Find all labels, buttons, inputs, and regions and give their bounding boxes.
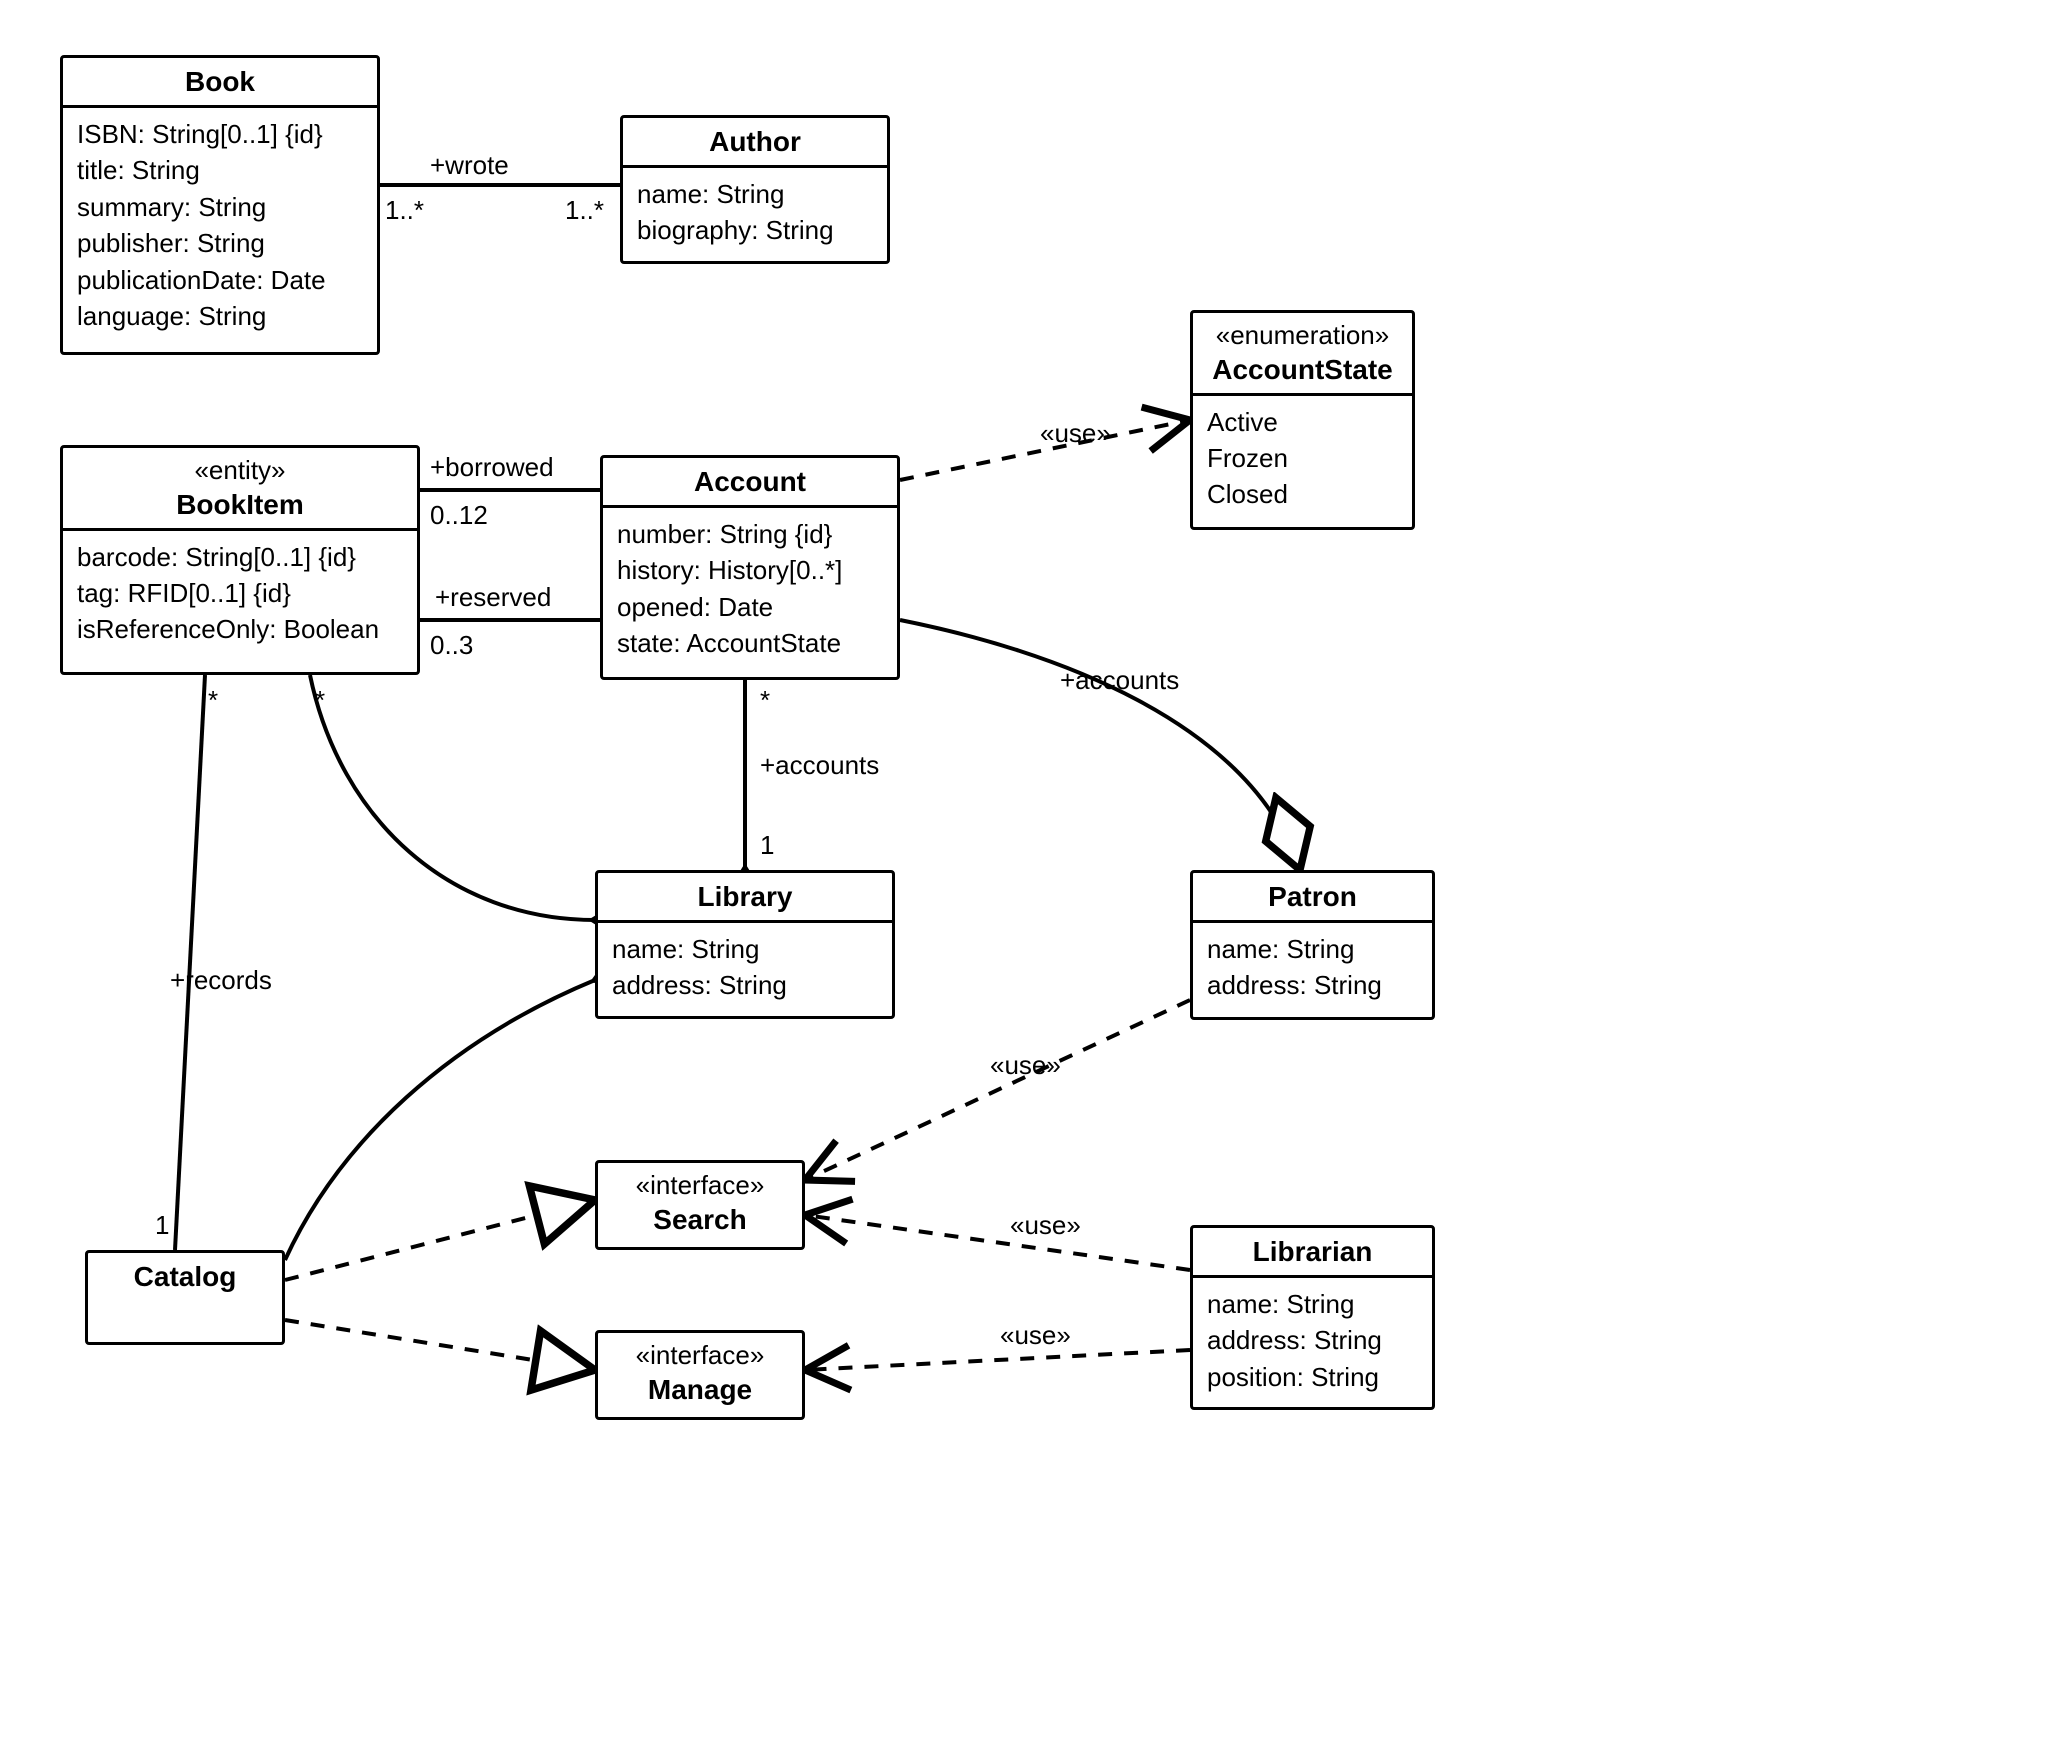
class-catalog: Catalog (85, 1250, 285, 1345)
class-name-catalog: Catalog (134, 1261, 237, 1292)
class-library: Library name: Stringaddress: String (595, 870, 895, 1019)
attr-accountstate-0: Active (1207, 404, 1398, 440)
attr-book-3: publisher: String (77, 225, 363, 261)
class-attrs-patron: name: Stringaddress: String (1193, 923, 1432, 1016)
class-name-patron: Patron (1268, 881, 1357, 912)
stereotype-accountstate: «enumeration» (1203, 319, 1402, 352)
class-search: «interface»Search (595, 1160, 805, 1250)
class-name-accountstate: AccountState (1212, 354, 1392, 385)
class-title-author: Author (623, 118, 887, 168)
edge-librarian-search (805, 1215, 1190, 1270)
attr-librarian-1: address: String (1207, 1322, 1418, 1358)
class-bookitem: «entity»BookItembarcode: String[0..1] {i… (60, 445, 420, 675)
edge-label-bookitem-account-reserved-1: 0..3 (430, 630, 473, 661)
class-name-library: Library (698, 881, 793, 912)
class-name-author: Author (709, 126, 801, 157)
edge-bookitem-library (310, 675, 595, 920)
class-title-library: Library (598, 873, 892, 923)
class-name-manage: Manage (648, 1374, 752, 1405)
class-attrs-account: number: String {id}history: History[0..*… (603, 508, 897, 674)
edge-label-bookitem-catalog-2: 1 (155, 1210, 169, 1241)
stereotype-search: «interface» (608, 1169, 792, 1202)
edge-label-librarian-manage-0: «use» (1000, 1320, 1071, 1351)
attr-bookitem-1: tag: RFID[0..1] {id} (77, 575, 403, 611)
edge-label-book-author-1: 1..* (385, 195, 424, 226)
attr-book-1: title: String (77, 152, 363, 188)
edge-patron-search (805, 1000, 1190, 1180)
attr-account-3: state: AccountState (617, 625, 883, 661)
attr-bookitem-2: isReferenceOnly: Boolean (77, 611, 403, 647)
edge-label-bookitem-catalog-0: * (208, 685, 218, 716)
edge-label-bookitem-account-borrowed-0: +borrowed (430, 452, 554, 483)
class-name-account: Account (694, 466, 806, 497)
class-attrs-book: ISBN: String[0..1] {id}title: Stringsumm… (63, 108, 377, 346)
edge-label-patron-search-0: «use» (990, 1050, 1061, 1081)
class-name-search: Search (653, 1204, 746, 1235)
class-author: Author name: Stringbiography: String (620, 115, 890, 264)
edge-label-account-accountstate-0: «use» (1040, 418, 1111, 449)
edge-library-catalog (285, 980, 595, 1260)
class-attrs-library: name: Stringaddress: String (598, 923, 892, 1016)
attr-author-0: name: String (637, 176, 873, 212)
edge-label-account-library-0: * (760, 685, 770, 716)
edge-label-librarian-search-0: «use» (1010, 1210, 1081, 1241)
class-title-librarian: Librarian (1193, 1228, 1432, 1278)
class-attrs-bookitem: barcode: String[0..1] {id}tag: RFID[0..1… (63, 531, 417, 660)
edge-label-bookitem-catalog-1: +records (170, 965, 272, 996)
attr-author-1: biography: String (637, 212, 873, 248)
class-title-book: Book (63, 58, 377, 108)
class-name-book: Book (185, 66, 255, 97)
edge-account-patron (900, 620, 1300, 870)
class-title-manage: «interface»Manage (598, 1333, 802, 1413)
edge-catalog-search (285, 1200, 595, 1280)
class-attrs-author: name: Stringbiography: String (623, 168, 887, 261)
edge-bookitem-catalog (175, 675, 205, 1250)
edge-label-bookitem-account-borrowed-1: 0..12 (430, 500, 488, 531)
attr-librarian-0: name: String (1207, 1286, 1418, 1322)
edge-label-bookitem-account-reserved-0: +reserved (435, 582, 551, 613)
edge-label-account-library-2: 1 (760, 830, 774, 861)
class-librarian: Librarian name: Stringaddress: Stringposi… (1190, 1225, 1435, 1410)
edge-catalog-manage (285, 1320, 595, 1370)
edge-label-account-patron-0: +accounts (1060, 665, 1179, 696)
attr-patron-0: name: String (1207, 931, 1418, 967)
edge-librarian-manage (805, 1350, 1190, 1370)
attr-book-2: summary: String (77, 189, 363, 225)
stereotype-bookitem: «entity» (73, 454, 407, 487)
attr-account-0: number: String {id} (617, 516, 883, 552)
attr-bookitem-0: barcode: String[0..1] {id} (77, 539, 403, 575)
edge-label-bookitem-library-0: * (315, 685, 325, 716)
uml-diagram-canvas: Book ISBN: String[0..1] {id}title: String… (0, 0, 2062, 1738)
attr-library-1: address: String (612, 967, 878, 1003)
class-title-account: Account (603, 458, 897, 508)
class-title-patron: Patron (1193, 873, 1432, 923)
class-manage: «interface»Manage (595, 1330, 805, 1420)
class-accountstate: «enumeration»AccountStateActiveFrozenClo… (1190, 310, 1415, 530)
attr-book-5: language: String (77, 298, 363, 334)
attr-account-2: opened: Date (617, 589, 883, 625)
attr-account-1: history: History[0..*] (617, 552, 883, 588)
class-book: Book ISBN: String[0..1] {id}title: String… (60, 55, 380, 355)
class-name-librarian: Librarian (1253, 1236, 1373, 1267)
class-title-search: «interface»Search (598, 1163, 802, 1243)
attr-accountstate-2: Closed (1207, 476, 1398, 512)
attr-librarian-2: position: String (1207, 1359, 1418, 1395)
attr-library-0: name: String (612, 931, 878, 967)
stereotype-manage: «interface» (608, 1339, 792, 1372)
attr-patron-1: address: String (1207, 967, 1418, 1003)
class-title-bookitem: «entity»BookItem (63, 448, 417, 531)
class-name-bookitem: BookItem (176, 489, 304, 520)
attr-accountstate-1: Frozen (1207, 440, 1398, 476)
class-patron: Patron name: Stringaddress: String (1190, 870, 1435, 1020)
class-attrs-accountstate: ActiveFrozenClosed (1193, 396, 1412, 525)
edge-label-account-library-1: +accounts (760, 750, 879, 781)
class-title-accountstate: «enumeration»AccountState (1193, 313, 1412, 396)
class-title-catalog: Catalog (88, 1253, 282, 1300)
class-account: Account number: String {id}history: Histo… (600, 455, 900, 680)
attr-book-4: publicationDate: Date (77, 262, 363, 298)
class-attrs-librarian: name: Stringaddress: Stringposition: Str… (1193, 1278, 1432, 1407)
edge-label-book-author-0: +wrote (430, 150, 509, 181)
attr-book-0: ISBN: String[0..1] {id} (77, 116, 363, 152)
edge-label-book-author-2: 1..* (565, 195, 604, 226)
